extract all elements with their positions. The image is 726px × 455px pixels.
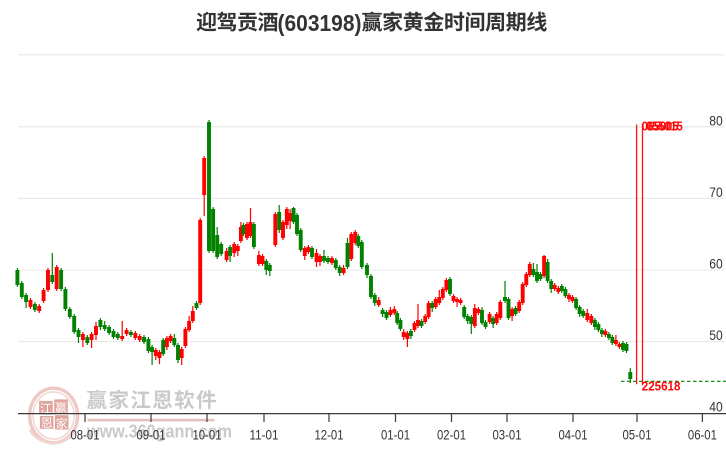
svg-text:11-01: 11-01: [250, 426, 279, 442]
svg-text:03-01: 03-01: [493, 426, 522, 442]
svg-text:05-01: 05-01: [623, 426, 652, 442]
svg-text:70: 70: [709, 184, 723, 200]
svg-text:50: 50: [709, 327, 723, 343]
svg-text:065005: 065005: [642, 119, 679, 133]
svg-text:04-01: 04-01: [559, 426, 588, 442]
svg-text:80: 80: [709, 112, 723, 128]
svg-text:12-01: 12-01: [315, 426, 344, 442]
svg-text:06-01: 06-01: [688, 426, 717, 442]
svg-text:01-01: 01-01: [381, 426, 410, 442]
svg-text:09-01: 09-01: [137, 426, 166, 442]
svg-text:www.360gann.com: www.360gann.com: [86, 421, 232, 442]
svg-text:08-01: 08-01: [71, 426, 100, 442]
svg-text:055015: 055015: [646, 119, 683, 133]
svg-text:02-01: 02-01: [437, 426, 466, 442]
svg-text:40: 40: [709, 399, 723, 415]
svg-text:10-01: 10-01: [193, 426, 222, 442]
svg-text:225618: 225618: [642, 379, 681, 394]
svg-text:60: 60: [709, 256, 723, 272]
svg-text:(603198): (603198): [278, 10, 362, 36]
